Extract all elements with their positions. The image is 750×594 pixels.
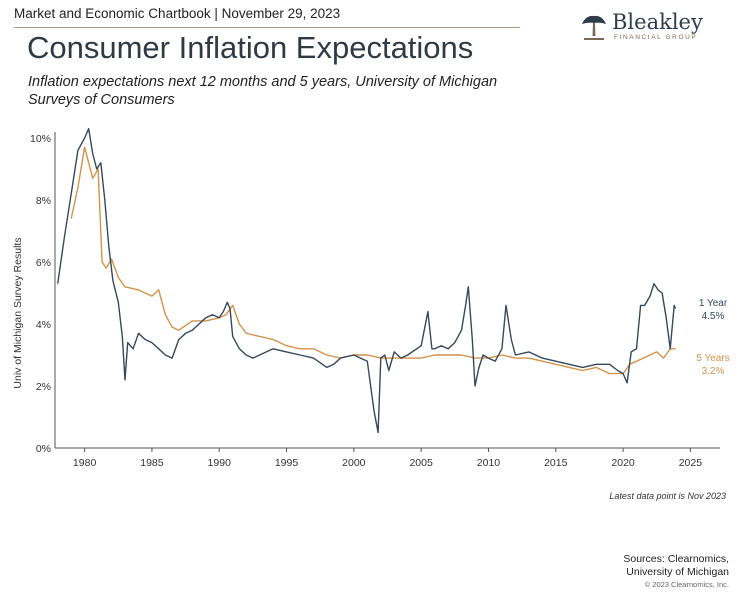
- y-tick-label: 2%: [36, 381, 51, 393]
- chart-subtitle: Inflation expectations next 12 months an…: [28, 74, 498, 108]
- y-tick-label: 10%: [30, 133, 51, 145]
- x-tick-label: 1985: [140, 457, 164, 469]
- series-line-5-years: [70, 146, 676, 375]
- x-tick-label: 2020: [611, 457, 635, 469]
- y-tick-label: 6%: [36, 257, 51, 269]
- x-tick-label: 2010: [477, 457, 501, 469]
- series-label-1-year: 1 Year: [699, 298, 728, 309]
- sources-line-1: Sources: Clearnomics,: [623, 553, 729, 565]
- bleakley-logo: Bleakley FINANCIAL GROUP: [580, 10, 730, 44]
- series-end-value-5-years: 3.2%: [702, 366, 725, 377]
- y-tick-label: 8%: [36, 195, 51, 207]
- series-label-5-years: 5 Years: [696, 353, 729, 364]
- x-tick-label: 1995: [275, 457, 299, 469]
- x-tick-label: 1990: [208, 457, 232, 469]
- report-header: Market and Economic Chartbook | November…: [14, 6, 341, 21]
- x-tick-label: 1980: [73, 457, 97, 469]
- chart-title: Consumer Inflation Expectations: [27, 30, 474, 65]
- x-tick-label: 2015: [544, 457, 568, 469]
- x-tick-label: 2005: [409, 457, 433, 469]
- y-tick-label: 4%: [36, 319, 51, 331]
- header-divider: [14, 27, 520, 28]
- logo-subtitle: FINANCIAL GROUP: [614, 34, 698, 41]
- x-tick-label: 2025: [679, 457, 703, 469]
- series-line-1-year: [57, 127, 677, 434]
- latest-data-note: Latest data point is Nov 2023: [609, 491, 726, 501]
- copyright: © 2023 Clearnomics, Inc.: [644, 580, 729, 589]
- logo-name: Bleakley: [612, 10, 703, 34]
- sources-note: Sources: Clearnomics, University of Mich…: [623, 553, 729, 579]
- y-tick-label: 0%: [36, 443, 51, 455]
- series-end-value-1-year: 4.5%: [702, 311, 725, 322]
- x-tick-label: 2000: [342, 457, 366, 469]
- y-axis-label: Univ of Michigan Survey Results: [12, 237, 24, 388]
- tree-logo-icon: [582, 15, 606, 40]
- sources-line-2: University of Michigan: [626, 566, 729, 578]
